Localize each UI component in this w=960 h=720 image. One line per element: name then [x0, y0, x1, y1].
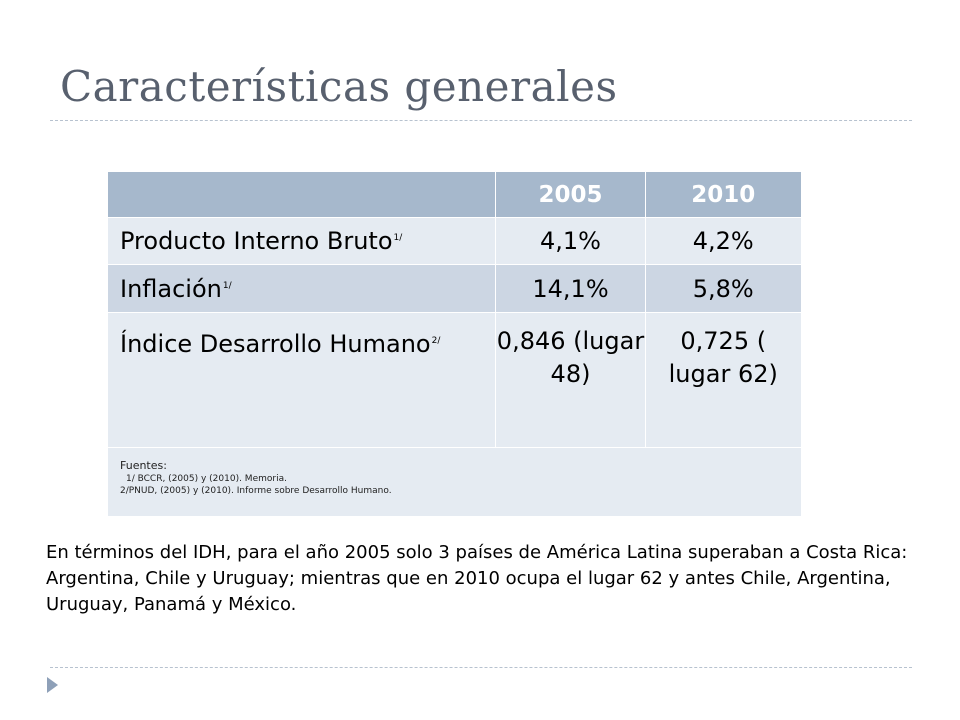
row-label-pib: Producto Interno Bruto1/ [107, 217, 496, 265]
top-divider [50, 120, 912, 121]
idh-2005: 0,846 (lugar 48) [495, 312, 646, 448]
sources-cell: Fuentes: 1/ BCCR, (2005) y (2010). Memor… [107, 447, 801, 516]
table-row: Inflación1/ 14,1% 5,8% [107, 264, 801, 313]
inflacion-2005: 14,1% [495, 264, 646, 313]
row-note: 1/ [222, 280, 232, 291]
row-label-text: Inflación [120, 274, 222, 303]
source-line: 2/PNUD, (2005) y (2010). Informe sobre D… [120, 486, 392, 496]
source-line: 1/ BCCR, (2005) y (2010). Memoria. [126, 474, 287, 484]
header-2010: 2010 [645, 172, 801, 218]
header-blank-cell [107, 172, 496, 218]
row-label-inflacion: Inflación1/ [107, 264, 496, 313]
row-label-text: Producto Interno Bruto [120, 227, 393, 255]
row-label-idh: Índice Desarrollo Humano2/ [107, 312, 496, 448]
pib-2005: 4,1% [495, 217, 646, 265]
indicators-table: 2005 2010 Producto Interno Bruto1/ 4,1% … [107, 172, 801, 516]
row-note: 2/ [431, 336, 441, 346]
inflacion-2010: 5,8% [645, 264, 801, 313]
table-row: Índice Desarrollo Humano2/ 0,846 (lugar … [107, 312, 801, 448]
header-2005: 2005 [495, 172, 646, 218]
sources-row: Fuentes: 1/ BCCR, (2005) y (2010). Memor… [107, 447, 801, 516]
pib-2010: 4,2% [645, 217, 801, 265]
table-row: Producto Interno Bruto1/ 4,1% 4,2% [107, 217, 801, 265]
triangle-bullet-icon [47, 677, 58, 693]
table-header-row: 2005 2010 [107, 172, 801, 218]
row-label-text: Índice Desarrollo Humano [120, 330, 431, 358]
row-note: 1/ [393, 233, 403, 243]
bottom-divider [50, 667, 912, 668]
sources-heading: Fuentes: [120, 459, 167, 472]
slide-title: Características generales [60, 62, 618, 111]
idh-2010: 0,725 ( lugar 62) [645, 312, 801, 448]
body-paragraph: En términos del IDH, para el año 2005 so… [46, 542, 908, 615]
